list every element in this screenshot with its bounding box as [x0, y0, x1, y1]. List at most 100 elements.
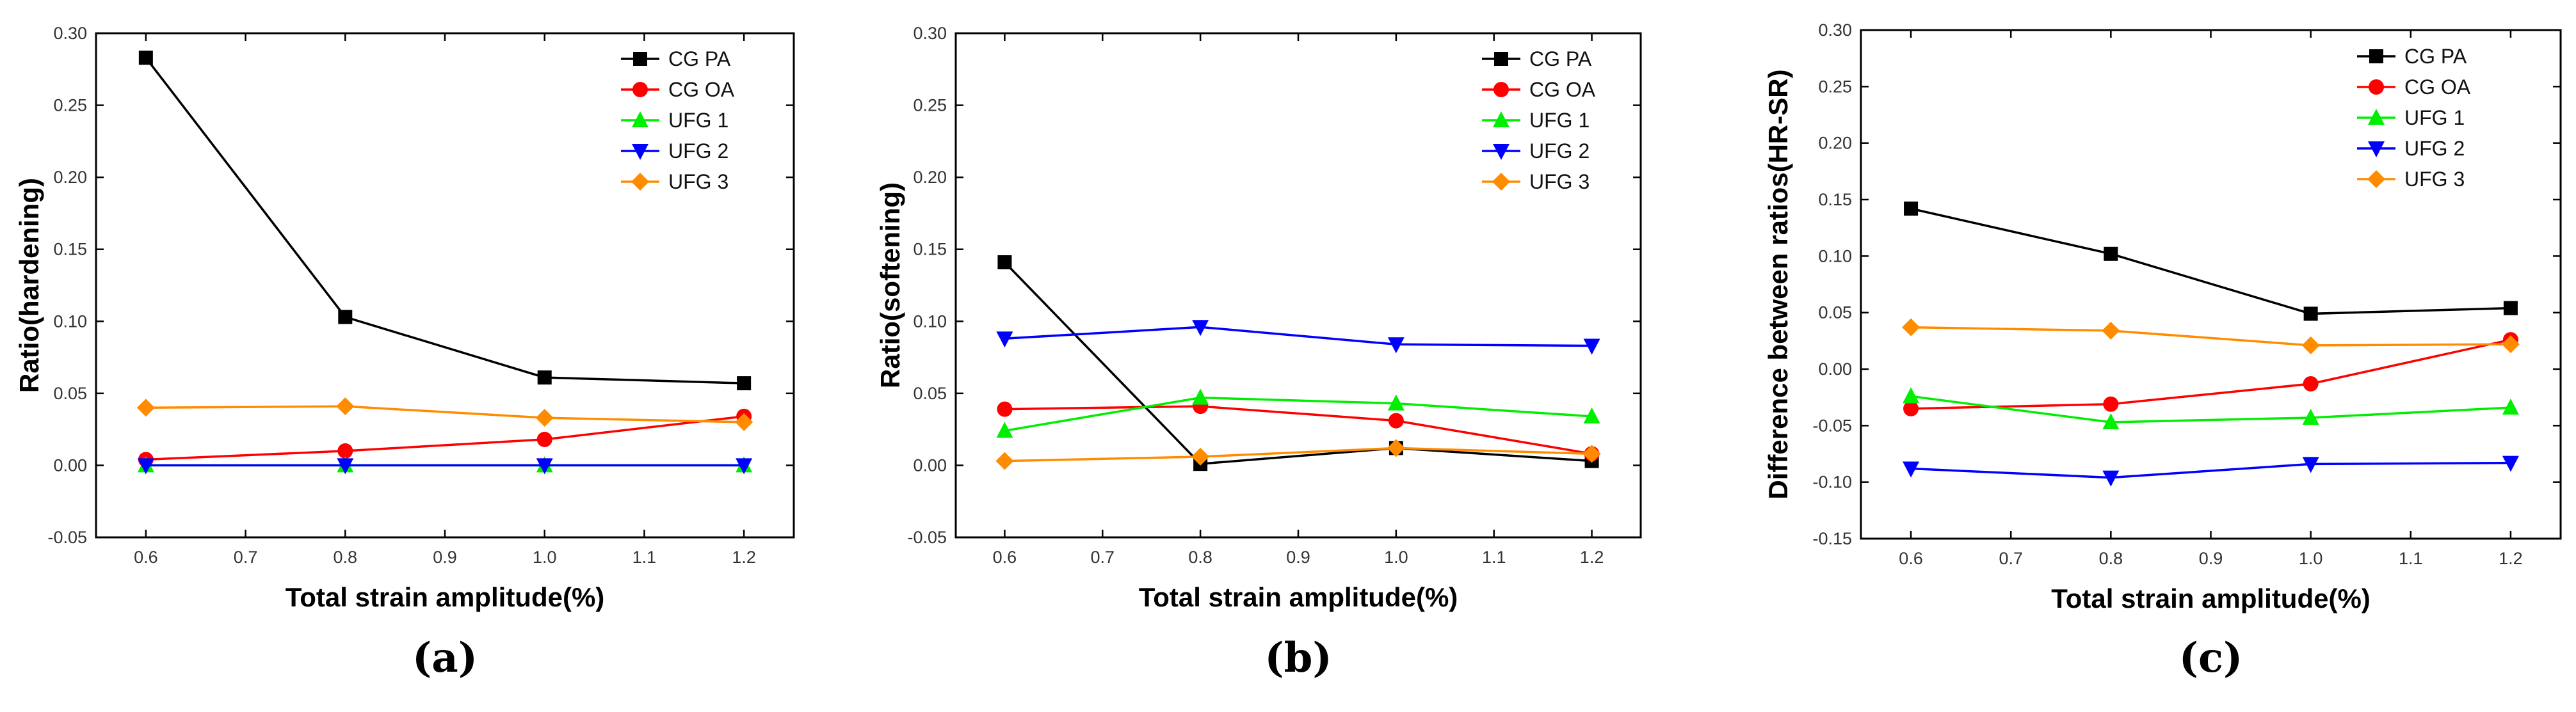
data-point	[2102, 413, 2120, 430]
y-axis-label: Ratio(hardening)	[14, 178, 44, 393]
data-point	[2303, 306, 2318, 321]
legend-marker	[1493, 82, 1509, 97]
x-axis-label: Total strain amplitude(%)	[2051, 583, 2371, 613]
legend-label: CG OA	[668, 78, 735, 101]
data-point	[1388, 413, 1404, 429]
legend-marker	[2367, 170, 2385, 188]
y-axis-label: Ratio(softening)	[875, 182, 905, 388]
x-tick-label: 1.1	[2399, 549, 2423, 568]
legend-label: UFG 3	[668, 170, 729, 193]
y-axis-label: Difference between ratios(HR-SR)	[1763, 69, 1793, 499]
data-point	[1903, 461, 1920, 478]
y-tick-label: 0.05	[913, 384, 947, 403]
panel-label: (b)	[1264, 634, 1332, 682]
x-tick-label: 0.9	[433, 548, 457, 567]
data-point	[337, 443, 353, 459]
series-line-ufg-1	[1910, 395, 2511, 423]
panel-label: (a)	[412, 634, 478, 682]
y-tick-label: 0.25	[1818, 77, 1852, 96]
legend-marker	[632, 111, 648, 127]
x-tick-label: 1.1	[632, 548, 657, 567]
legend-label: UFG 2	[2404, 137, 2465, 160]
data-point	[1387, 337, 1405, 354]
data-point	[536, 431, 552, 447]
y-tick-label: 0.00	[53, 455, 87, 475]
legend-marker	[2369, 49, 2383, 63]
x-tick-label: 0.6	[1899, 549, 1923, 568]
data-point	[997, 255, 1012, 269]
y-tick-label: 0.30	[913, 24, 947, 43]
data-point	[137, 458, 154, 475]
series-line-cg-oa	[145, 415, 745, 461]
data-point	[1387, 439, 1405, 457]
legend-marker	[2368, 109, 2385, 125]
data-point	[2502, 455, 2519, 472]
data-point	[136, 399, 155, 417]
legend-label: CG PA	[668, 47, 731, 70]
legend-label: UFG 2	[1529, 139, 1590, 162]
x-tick-label: 0.8	[334, 548, 358, 567]
x-tick-label: 0.9	[2199, 549, 2223, 568]
legend-marker	[1494, 52, 1508, 66]
legend-marker	[2369, 79, 2384, 95]
data-point	[737, 376, 752, 391]
panel-label: (c)	[2179, 634, 2243, 682]
data-point	[338, 310, 353, 324]
x-tick-label: 1.0	[2299, 549, 2323, 568]
series-line-cg-pa	[1910, 207, 2511, 315]
x-tick-label: 0.7	[1999, 549, 2023, 568]
series-line-cg-oa	[1911, 338, 2511, 410]
x-tick-label: 1.2	[2499, 549, 2523, 568]
data-point	[1191, 447, 1210, 466]
data-point	[1192, 388, 1209, 405]
data-point	[336, 397, 355, 416]
legend-marker	[1493, 111, 1509, 127]
series-line-cg-pa	[145, 57, 745, 384]
series-line-ufg-1	[1004, 396, 1592, 432]
data-point	[1904, 202, 1919, 216]
legend-label: CG OA	[2404, 75, 2471, 99]
y-tick-label: 0.25	[53, 96, 87, 115]
legend-label: CG PA	[2404, 45, 2467, 68]
y-tick-label: 0.25	[913, 96, 947, 115]
data-point	[2102, 321, 2120, 340]
x-tick-label: 1.0	[533, 548, 557, 567]
legend-label: UFG 3	[1529, 170, 1590, 193]
data-point	[1583, 338, 1600, 355]
data-point	[2302, 408, 2319, 425]
legend-marker	[2368, 141, 2385, 157]
x-tick-label: 0.9	[1286, 548, 1310, 567]
data-point	[997, 401, 1013, 417]
data-point	[735, 413, 753, 431]
y-tick-label: 0.30	[1818, 20, 1852, 40]
y-tick-label: -0.05	[1812, 416, 1852, 435]
data-point	[1903, 400, 1919, 416]
legend-label: UFG 1	[2404, 106, 2465, 129]
legend-marker	[632, 82, 648, 97]
data-point	[535, 409, 554, 427]
x-tick-label: 0.8	[2099, 549, 2123, 568]
data-point	[2301, 336, 2320, 354]
chart-panel-3: -0.15 -0.10 -0.05 0.00 0.05 0.10 0.15 0.20 0.25 0…	[1763, 20, 2562, 682]
data-point	[537, 370, 552, 385]
x-tick-label: 1.2	[732, 548, 756, 567]
series-line-cg-oa	[1004, 405, 1592, 455]
data-point	[1192, 320, 1209, 336]
data-point	[2102, 470, 2120, 487]
x-tick-label: 0.7	[1091, 548, 1115, 567]
legend-label: CG PA	[1529, 47, 1592, 70]
y-tick-label: 0.20	[1818, 134, 1852, 153]
legend-label: CG OA	[1529, 78, 1596, 101]
data-point	[337, 458, 354, 475]
legend-marker	[633, 52, 647, 66]
data-point	[2502, 399, 2519, 415]
legend-marker	[1493, 144, 1509, 160]
y-tick-label: 0.10	[1818, 246, 1852, 265]
legend-marker	[1492, 173, 1510, 191]
x-tick-label: 1.2	[1580, 548, 1604, 567]
legend-label: UFG 1	[1529, 109, 1590, 132]
chart-panel-2: -0.05 0.00 0.05 0.10 0.15 0.20 0.25 0.30 0.6 0.7 0…	[875, 24, 1642, 682]
y-tick-label: 0.20	[913, 168, 947, 187]
legend-label: UFG 2	[668, 139, 729, 162]
